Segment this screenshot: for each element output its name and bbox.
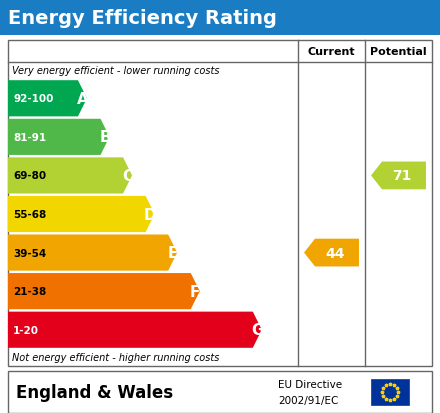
Polygon shape [304,239,359,267]
Text: 69-80: 69-80 [13,171,46,181]
Text: 81-91: 81-91 [13,133,46,142]
Polygon shape [371,162,426,190]
Polygon shape [8,119,110,156]
Text: England & Wales: England & Wales [16,383,173,401]
Text: EU Directive: EU Directive [278,380,342,389]
Text: A: A [77,92,88,107]
Text: 39-54: 39-54 [13,248,46,258]
Text: 2002/91/EC: 2002/91/EC [278,395,338,406]
Text: B: B [99,130,111,145]
Text: 21-38: 21-38 [13,287,46,297]
Text: E: E [168,245,178,261]
Polygon shape [8,273,200,309]
Bar [8,41,432,366]
Polygon shape [8,158,132,194]
Text: 44: 44 [325,246,345,260]
Text: D: D [144,207,157,222]
Text: G: G [251,323,264,337]
Text: 92-100: 92-100 [13,94,53,104]
Text: Energy Efficiency Rating: Energy Efficiency Rating [8,9,277,27]
Text: 71: 71 [392,169,411,183]
Text: Not energy efficient - higher running costs: Not energy efficient - higher running co… [12,353,220,363]
Bar [371,379,409,405]
Bar [0,0,440,36]
Polygon shape [8,81,87,117]
Text: 55-68: 55-68 [13,209,46,219]
Polygon shape [8,312,262,348]
Bar [8,371,432,413]
Text: C: C [122,169,133,183]
Polygon shape [8,235,177,271]
Text: Very energy efficient - lower running costs: Very energy efficient - lower running co… [12,66,220,76]
Text: Current: Current [308,47,356,57]
Polygon shape [8,197,154,233]
Text: Potential: Potential [370,47,427,57]
Text: 1-20: 1-20 [13,325,39,335]
Text: F: F [190,284,201,299]
